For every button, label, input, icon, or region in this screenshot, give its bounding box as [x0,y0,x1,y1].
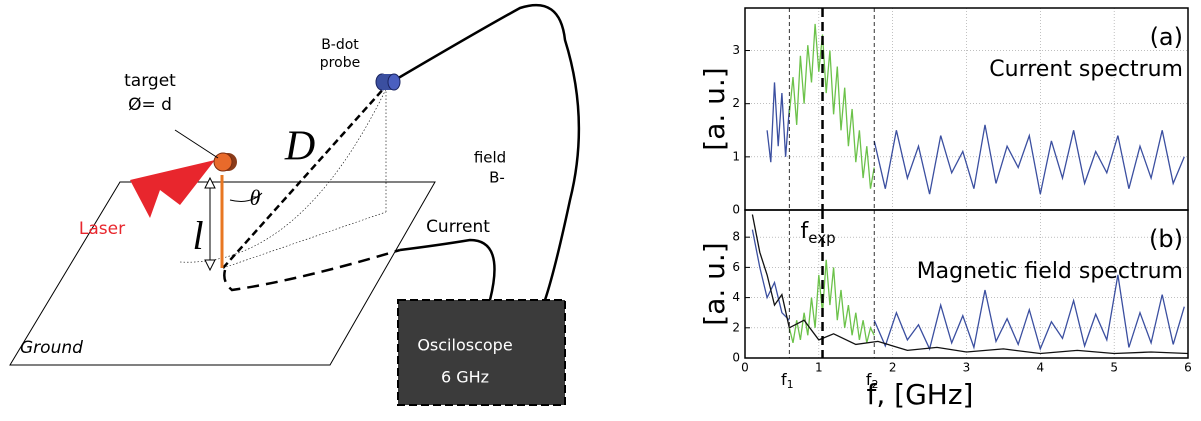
scope-label: 6 GHz [441,368,489,387]
x-tick-label: 4 [1037,361,1045,375]
target-label: target [124,71,176,91]
angle-label: θ [250,185,261,210]
distance-line [222,85,387,269]
marker-subscript: exp [808,229,835,247]
projection-line [179,84,389,263]
y-tick-label: 8 [732,230,740,244]
marker-symbol: f [866,370,872,389]
y-tick-label: 0 [732,351,740,365]
chart-title: Current spectrum [989,57,1183,82]
x-tick-label: 3 [963,361,971,375]
y-tick-label: 0 [732,203,740,217]
spectrum-line [788,259,875,344]
y-tick-label: 4 [732,290,740,304]
y-tick-label: 2 [732,96,740,110]
current-label: Current [426,217,490,237]
x-tick-label: 6 [1184,361,1192,375]
spectrum-line [788,23,875,189]
x-tick-label: 2 [889,361,897,375]
panel-label: (a) [1150,23,1183,51]
marker-subscript: 2 [872,378,879,391]
ground-plane [9,181,436,366]
ground-label: Ground [20,338,83,358]
marker-subscript: 1 [787,378,794,391]
target [213,152,233,172]
y-tick-label: 6 [732,260,740,274]
current-path [223,248,401,292]
x-tick-label: 0 [741,361,749,375]
marker-label: f2 [866,370,879,392]
height-label: l [192,213,203,258]
current-cable [399,238,496,301]
y-axis-label: [a. u.] [698,67,731,150]
arrow-head [204,176,216,189]
probe-cable [394,3,581,301]
marker-symbol: f [781,370,787,389]
chart-title: Magnetic field spectrum [917,259,1183,284]
y-axis-label: [a. u.] [698,242,731,325]
marker-symbol: f [801,219,810,244]
distance-label: D [284,124,315,170]
floor-line [222,211,387,269]
probe-label: B-dot [321,37,359,53]
laser-beam [130,160,215,218]
x-tick-label: 1 [815,361,823,375]
oscilloscope [397,299,566,406]
arrow-head [204,259,216,272]
target-pointer [174,129,219,159]
spectrum-line [766,82,1185,195]
scope-label: Osciloscope [417,336,512,355]
target-size: Ø= d [128,95,172,115]
y-tick-label: 1 [732,149,740,163]
marker-label: fexp [801,219,836,247]
field-label: field [474,149,506,167]
panel-label: (b) [1149,225,1183,253]
y-tick-label: 2 [732,320,740,334]
field-label: B- [489,169,505,187]
marker-label: f1 [781,370,794,392]
probe-face [387,73,401,91]
y-tick-label: 3 [732,43,740,57]
diagram: B-dot probe target Ø= d D θ l Laser fiel… [9,3,581,406]
probe-label: probe [320,55,360,71]
plot-frame [744,209,1189,359]
angle-arc [229,192,263,202]
spectrum-line [751,214,1189,355]
x-tick-label: 5 [1110,361,1118,375]
x-axis-label: f, [GHz] [867,378,974,411]
laser-label: Laser [79,219,125,239]
